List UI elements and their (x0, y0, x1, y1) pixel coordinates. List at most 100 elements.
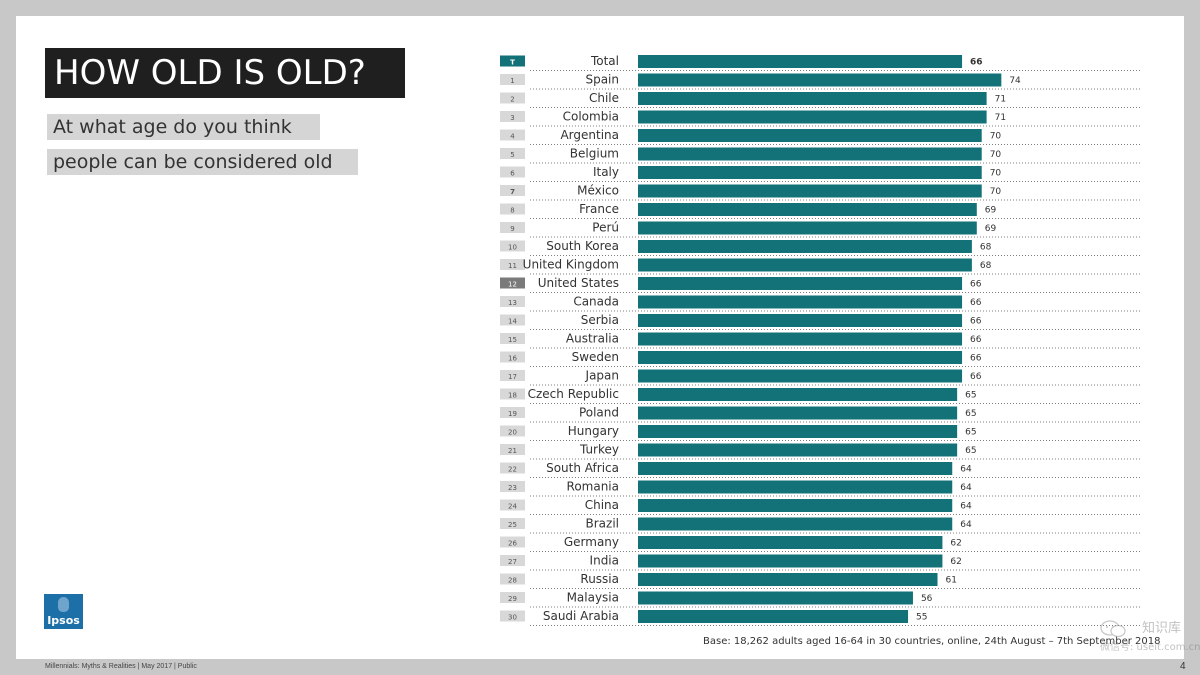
rank-badge (500, 203, 525, 215)
bar (638, 425, 958, 438)
country-label: United States (538, 276, 619, 290)
rank-badge (500, 425, 525, 437)
logo-mark-icon (58, 597, 69, 612)
bar (638, 73, 1002, 87)
bar (638, 55, 963, 68)
bar (638, 184, 982, 198)
rank-label: 25 (508, 521, 517, 529)
ipsos-logo: Ipsos (44, 594, 83, 629)
rank-label: 9 (510, 225, 514, 233)
country-label: Spain (585, 73, 619, 87)
bar (638, 554, 943, 568)
bar (638, 591, 913, 605)
country-label: Czech Republic (528, 387, 619, 401)
country-label: Colombia (563, 110, 619, 124)
rank-badge (500, 462, 525, 474)
country-label: United Kingdom (523, 258, 619, 272)
rank-label: 23 (508, 484, 517, 492)
country-label: Italy (593, 165, 619, 179)
rank-label: 12 (508, 280, 517, 288)
rank-badge (500, 259, 525, 270)
footer-text: Millennials: Myths & Realities | May 201… (45, 663, 197, 670)
page-number: 4 (1180, 661, 1186, 672)
bar (638, 129, 982, 142)
country-label: Perú (592, 221, 619, 235)
value-label: 70 (990, 132, 1002, 142)
value-label: 66 (970, 317, 982, 327)
country-label: Brazil (586, 517, 620, 531)
rank-label: 16 (508, 354, 517, 362)
bar (638, 166, 982, 179)
rank-label: 13 (508, 299, 517, 307)
country-label: Argentina (560, 128, 619, 142)
bar (638, 406, 958, 420)
country-label: Romania (567, 480, 619, 494)
country-label: México (577, 184, 619, 198)
bar (638, 462, 953, 475)
value-label: 70 (990, 187, 1002, 197)
value-label: 65 (965, 409, 976, 419)
country-label: Australia (566, 332, 619, 346)
value-label: 66 (970, 335, 982, 345)
country-label: South Korea (546, 239, 619, 253)
wechat-icon (1100, 620, 1126, 638)
rank-badge (500, 314, 525, 326)
value-label: 66 (970, 372, 982, 382)
rank-badge (500, 92, 525, 104)
bar (638, 314, 963, 327)
country-label: Saudi Arabia (543, 609, 619, 623)
rank-label: 15 (508, 336, 517, 344)
rank-label: 26 (508, 539, 517, 547)
rank-label: 2 (510, 95, 514, 103)
rank-badge (500, 240, 525, 252)
country-label: Malaysia (567, 591, 619, 605)
value-label: 55 (916, 613, 927, 623)
rank-badge (500, 74, 525, 85)
rank-badge (500, 555, 525, 566)
country-label: Total (590, 54, 619, 68)
value-label: 66 (970, 298, 982, 308)
bar (638, 332, 963, 346)
rank-badge (500, 499, 525, 511)
bar (638, 258, 972, 272)
value-label: 66 (970, 354, 982, 364)
value-label: 71 (995, 95, 1006, 105)
value-label: 64 (960, 483, 972, 493)
bar (638, 221, 977, 235)
bar (638, 277, 963, 290)
value-label: 61 (946, 576, 957, 586)
rank-label: 28 (508, 576, 517, 584)
rank-label: 11 (508, 262, 517, 270)
watermark-subtitle: 微信号: useit.com.cn (1100, 642, 1200, 653)
base-note: Base: 18,262 adults aged 16-64 in 30 cou… (703, 636, 1161, 647)
rank-label: 19 (508, 410, 517, 418)
page-title: HOW OLD IS OLD? (45, 48, 405, 98)
country-label: Sweden (572, 350, 619, 364)
rank-badge (500, 573, 525, 585)
bar (638, 203, 977, 216)
bar (638, 351, 963, 364)
rank-label: 18 (508, 391, 517, 399)
subtitle-line-2: people can be considered old (47, 149, 358, 175)
rank-label: 14 (508, 317, 517, 325)
logo-text: Ipsos (47, 614, 80, 627)
rank-label: 1 (510, 77, 514, 85)
value-label: 65 (965, 391, 976, 401)
rank-badge (500, 388, 525, 400)
rank-label: 7 (510, 188, 515, 196)
country-label: Japan (585, 369, 619, 383)
rank-label: 6 (510, 169, 515, 177)
value-label: 62 (950, 539, 961, 549)
rank-label: 4 (510, 132, 515, 140)
rank-badge (500, 296, 525, 307)
bar (638, 536, 943, 549)
country-label: France (579, 202, 619, 216)
bar (638, 147, 982, 161)
country-label: India (590, 554, 619, 568)
rank-label: 8 (510, 206, 514, 214)
rank-label: 17 (508, 373, 517, 381)
value-label: 64 (960, 502, 972, 512)
bar (638, 499, 953, 512)
value-label: 65 (965, 428, 976, 438)
